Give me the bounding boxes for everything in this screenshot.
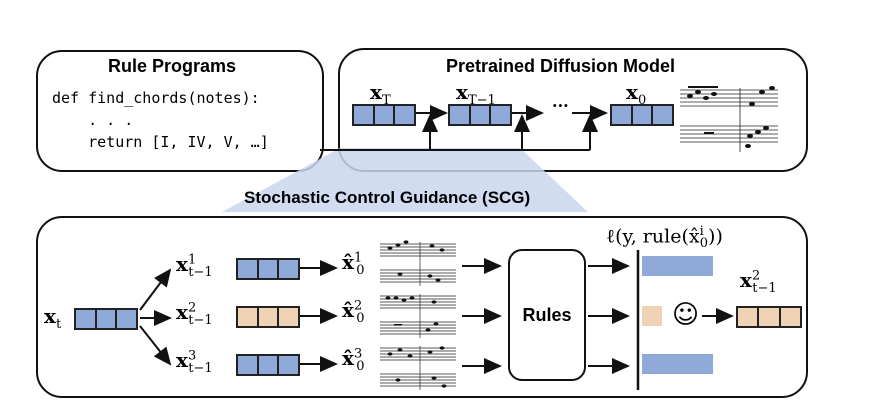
prediction-1-score-icon bbox=[380, 240, 456, 286]
smiley-icon: ☺ bbox=[672, 300, 700, 330]
prediction-3-score-icon bbox=[380, 346, 456, 390]
scg-title: Stochastic Control Guidance (SCG) bbox=[244, 188, 531, 207]
code-line-3: return [I, IV, V, …] bbox=[52, 133, 269, 151]
scg-panel bbox=[36, 216, 808, 398]
score-bar-2 bbox=[642, 306, 662, 326]
rules-box: Rules bbox=[508, 249, 586, 381]
x-T-label: xT bbox=[370, 80, 391, 108]
branch-arrow-1 bbox=[139, 268, 172, 311]
rule-programs-panel bbox=[36, 50, 324, 172]
prediction-3-label: x̂30 bbox=[342, 346, 365, 374]
x-T-bar bbox=[352, 104, 416, 126]
x-t-label: xt bbox=[44, 304, 62, 332]
sample-3-bar bbox=[236, 354, 300, 376]
result-label: x2t−1 bbox=[740, 268, 777, 296]
x-0-label: x0 bbox=[626, 80, 647, 108]
x-T-minus-1-bar bbox=[448, 104, 512, 126]
sample-2-label: x2t−1 bbox=[176, 300, 213, 328]
loss-label: ℓ(y, rule(x̂i0)) bbox=[606, 224, 723, 252]
rule-programs-title: Rule Programs bbox=[108, 56, 237, 76]
code-line-2: . . . bbox=[52, 111, 134, 129]
rules-label: Rules bbox=[522, 304, 572, 325]
sample-1-bar bbox=[236, 258, 300, 280]
score-bar-3 bbox=[642, 354, 713, 374]
prediction-2-label: x̂20 bbox=[342, 298, 365, 326]
sample-1-label: x1t−1 bbox=[176, 252, 213, 280]
sample-2-bar bbox=[236, 306, 300, 328]
result-bar bbox=[736, 306, 802, 328]
x-t-bar bbox=[74, 308, 138, 330]
branch-arrow-3 bbox=[139, 325, 172, 366]
guidance-funnel bbox=[222, 148, 588, 212]
diffusion-model-title: Pretrained Diffusion Model bbox=[446, 56, 676, 76]
prediction-1-label: x̂10 bbox=[342, 250, 365, 278]
score-bar-1 bbox=[642, 256, 713, 276]
code-line-1: def find_chords(notes): bbox=[52, 89, 260, 107]
music-score-icon bbox=[680, 86, 778, 152]
prediction-2-score-icon bbox=[380, 294, 456, 338]
sample-3-label: x3t−1 bbox=[176, 348, 213, 376]
chain-ellipsis: ··· bbox=[552, 96, 569, 115]
x-0-bar bbox=[610, 104, 674, 126]
